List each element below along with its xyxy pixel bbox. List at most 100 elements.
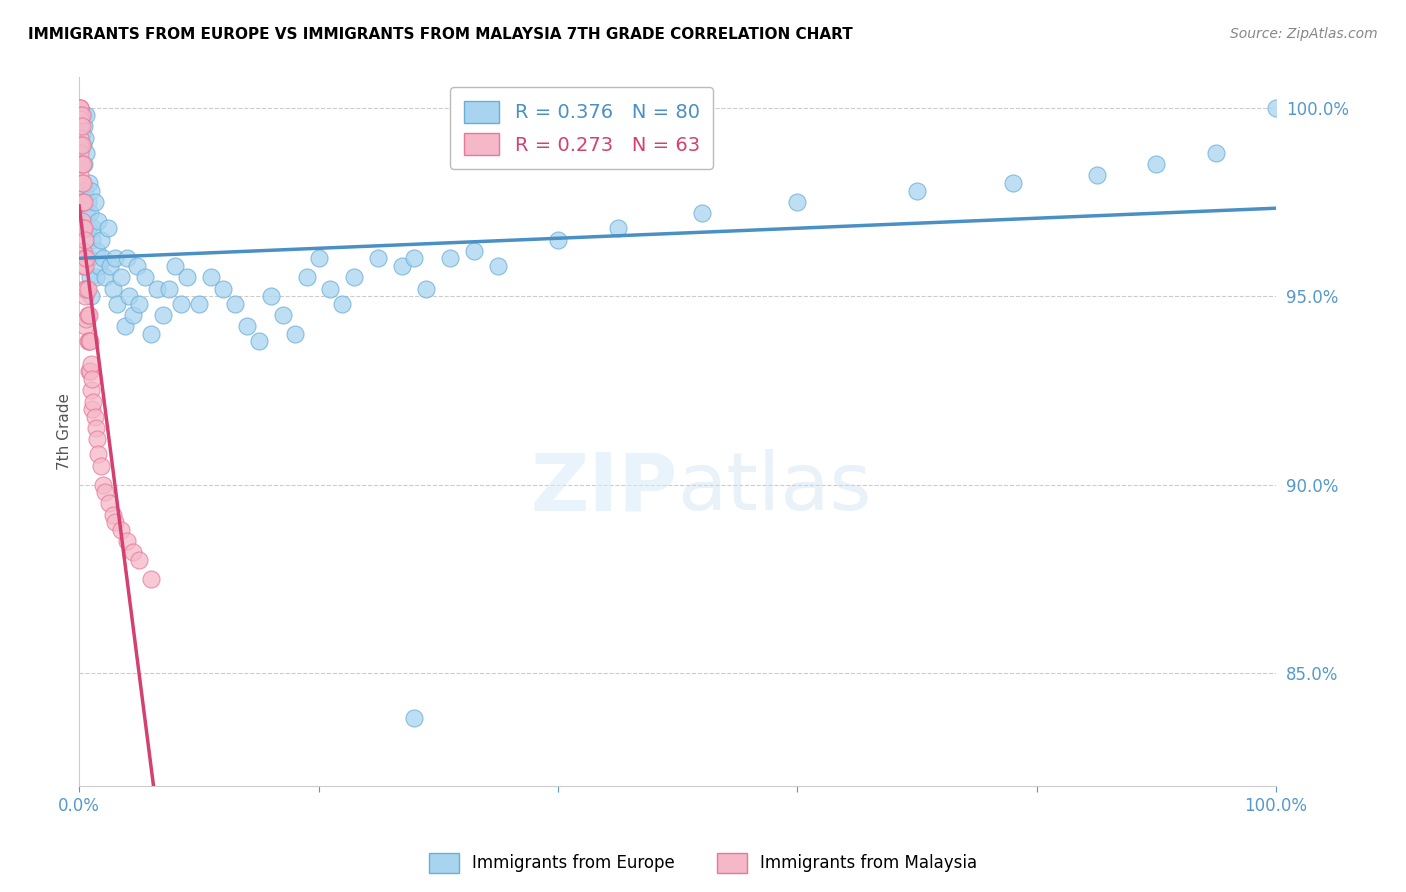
Point xyxy=(70,120,93,134)
Point xyxy=(73,281,96,295)
Point xyxy=(271,308,294,322)
Point xyxy=(72,244,94,258)
Point xyxy=(308,252,330,266)
Point xyxy=(606,221,628,235)
Point xyxy=(82,372,104,386)
Point xyxy=(73,194,96,209)
Point xyxy=(139,326,162,341)
Point xyxy=(110,270,132,285)
Point xyxy=(114,319,136,334)
Point xyxy=(101,508,124,522)
Point xyxy=(79,364,101,378)
Point xyxy=(75,145,97,160)
Point xyxy=(69,157,91,171)
Legend: Immigrants from Europe, Immigrants from Malaysia: Immigrants from Europe, Immigrants from … xyxy=(422,847,984,880)
Point xyxy=(690,206,713,220)
Point xyxy=(69,138,91,153)
Point xyxy=(415,281,437,295)
Point xyxy=(77,308,100,322)
Point xyxy=(75,108,97,122)
Point xyxy=(170,296,193,310)
Point xyxy=(70,176,93,190)
Point xyxy=(259,289,281,303)
Point xyxy=(404,252,426,266)
Point xyxy=(79,270,101,285)
Point xyxy=(79,206,101,220)
Legend: R = 0.376   N = 80, R = 0.273   N = 63: R = 0.376 N = 80, R = 0.273 N = 63 xyxy=(450,87,713,169)
Point xyxy=(97,221,120,235)
Point xyxy=(73,120,96,134)
Point xyxy=(76,281,98,295)
Point xyxy=(76,334,98,349)
Point xyxy=(75,319,97,334)
Point xyxy=(70,157,93,171)
Point xyxy=(76,308,98,322)
Point xyxy=(75,311,97,326)
Point xyxy=(75,289,97,303)
Point xyxy=(73,157,96,171)
Point xyxy=(83,194,105,209)
Point xyxy=(72,176,94,190)
Point xyxy=(82,233,104,247)
Point xyxy=(200,270,222,285)
Point xyxy=(80,184,103,198)
Point xyxy=(90,458,112,473)
Point xyxy=(86,244,108,258)
Point xyxy=(69,169,91,183)
Point xyxy=(94,270,117,285)
Point xyxy=(107,296,129,310)
Point xyxy=(134,270,156,285)
Point xyxy=(486,259,509,273)
Point xyxy=(75,259,97,273)
Point xyxy=(122,308,145,322)
Point xyxy=(391,259,413,273)
Point xyxy=(211,281,233,295)
Text: ZIP: ZIP xyxy=(530,450,678,527)
Point xyxy=(187,296,209,310)
Point xyxy=(75,206,97,220)
Point xyxy=(146,281,169,295)
Point xyxy=(87,213,110,227)
Point xyxy=(73,252,96,266)
Point xyxy=(80,357,103,371)
Point xyxy=(77,364,100,378)
Point xyxy=(70,108,93,122)
Point xyxy=(75,281,97,295)
Point xyxy=(69,101,91,115)
Point xyxy=(75,130,97,145)
Point xyxy=(76,194,98,209)
Text: atlas: atlas xyxy=(678,450,872,527)
Point xyxy=(98,496,121,510)
Point xyxy=(332,296,354,310)
Point xyxy=(70,138,93,153)
Point xyxy=(786,194,808,209)
Point xyxy=(82,394,104,409)
Point xyxy=(1144,157,1167,171)
Y-axis label: 7th Grade: 7th Grade xyxy=(58,393,72,470)
Point xyxy=(76,221,98,235)
Point xyxy=(72,194,94,209)
Point xyxy=(118,289,141,303)
Point xyxy=(247,334,270,349)
Point xyxy=(75,233,97,247)
Point xyxy=(70,213,93,227)
Point xyxy=(72,108,94,122)
Point xyxy=(110,523,132,537)
Point xyxy=(1205,145,1227,160)
Point xyxy=(1265,101,1288,115)
Point xyxy=(77,334,100,349)
Point xyxy=(91,477,114,491)
Point xyxy=(73,221,96,235)
Point xyxy=(84,421,107,435)
Point xyxy=(69,101,91,115)
Point xyxy=(104,515,127,529)
Point xyxy=(70,194,93,209)
Point xyxy=(176,270,198,285)
Point xyxy=(98,259,121,273)
Point xyxy=(69,101,91,115)
Point xyxy=(163,259,186,273)
Point xyxy=(319,281,342,295)
Point xyxy=(367,252,389,266)
Point xyxy=(122,545,145,559)
Point xyxy=(75,252,97,266)
